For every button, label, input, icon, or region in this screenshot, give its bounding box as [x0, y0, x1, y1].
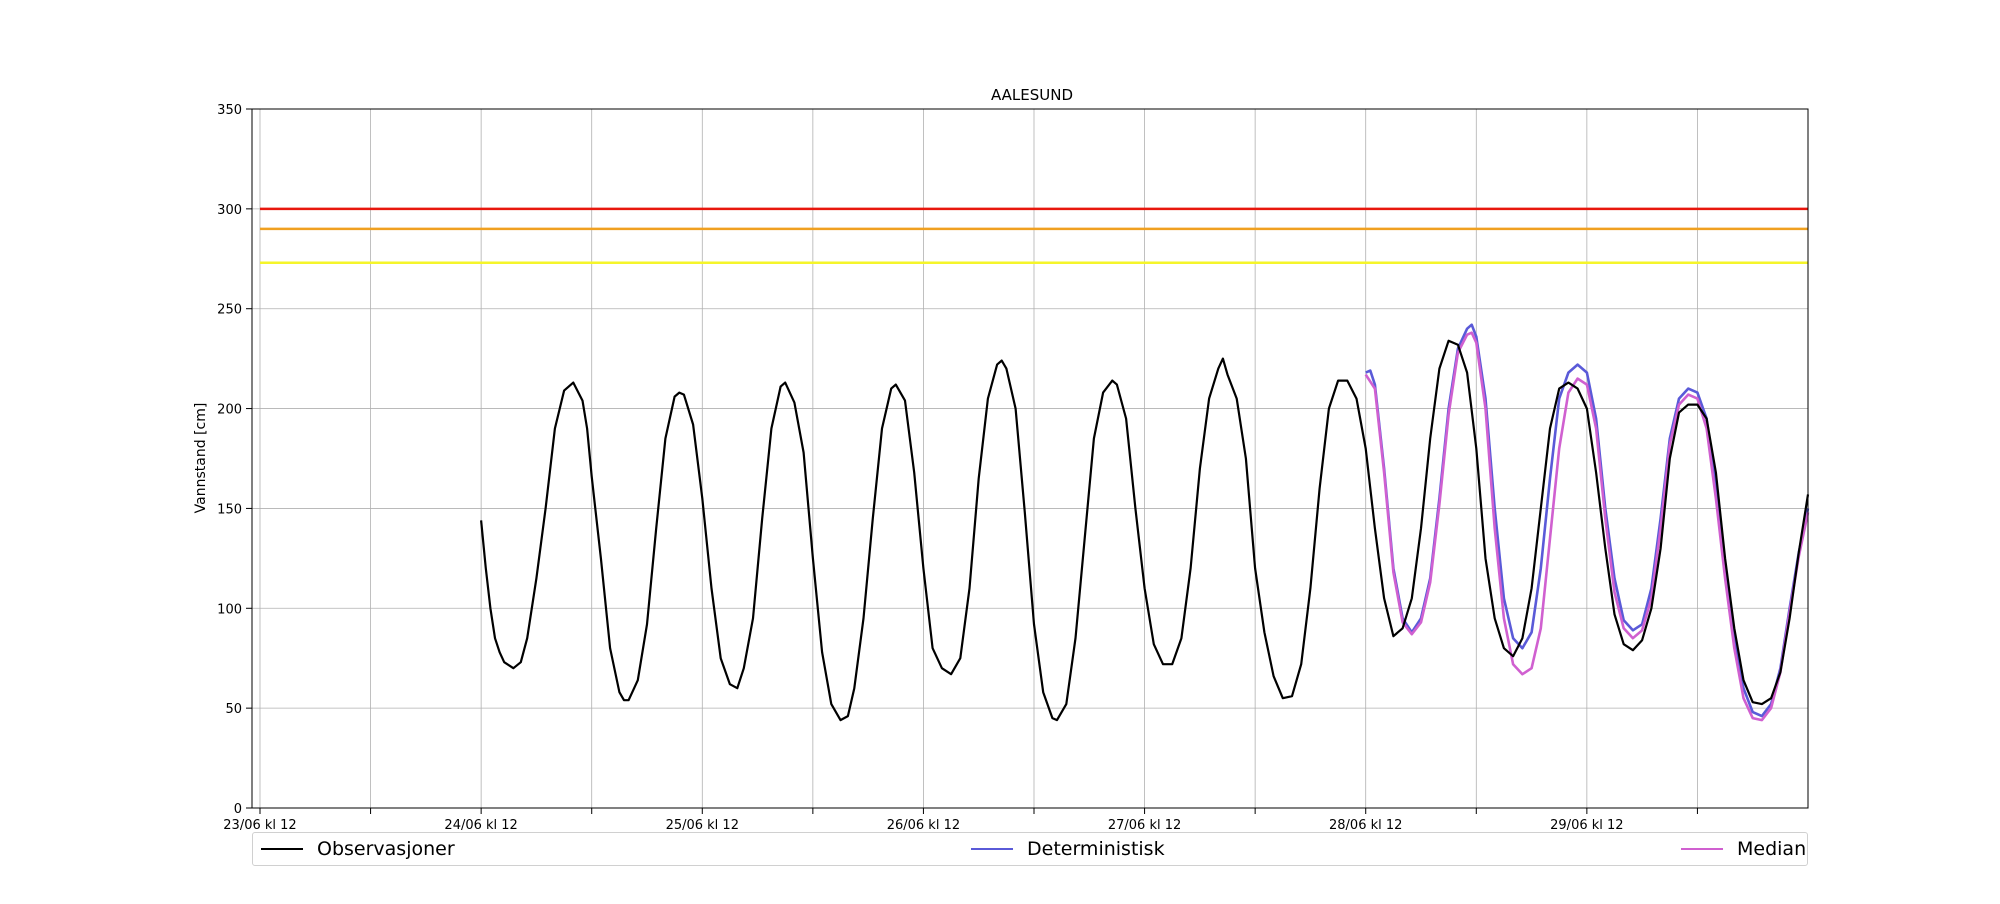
x-tick-label: 23/06 kl 12: [223, 818, 296, 833]
legend-label-observasjoner: Observasjoner: [317, 838, 455, 860]
series-line-median: [1364, 331, 1810, 722]
legend-item-observasjoner: Observasjoner: [261, 833, 455, 865]
y-tick-label: 0: [234, 802, 242, 817]
grid-layer: [252, 108, 1808, 809]
y-tick-label: 300: [217, 203, 242, 218]
y-tick-label: 100: [217, 602, 242, 617]
y-tick-label: 350: [217, 103, 242, 118]
legend-swatch-deterministisk: [971, 848, 1013, 850]
x-tick-label: 24/06 kl 12: [444, 818, 517, 833]
y-tick-label: 150: [217, 502, 242, 517]
y-tick-label: 50: [225, 702, 242, 717]
legend-label-deterministisk: Deterministisk: [1027, 838, 1165, 860]
threshold-lines: [260, 207, 1808, 265]
x-tick-label: 27/06 kl 12: [1108, 818, 1181, 833]
y-axis-label: Vannstand [cm]: [193, 403, 209, 514]
series-layer: [480, 323, 1810, 722]
legend-swatch-median: [1681, 848, 1723, 850]
series-line-observasjoner: [480, 339, 1810, 722]
legend-label-median: Median: [1737, 838, 1807, 860]
x-tick-label: 25/06 kl 12: [666, 818, 739, 833]
chart-title: AALESUND: [991, 86, 1073, 104]
x-tick-label: 28/06 kl 12: [1329, 818, 1402, 833]
x-tick-label: 29/06 kl 12: [1550, 818, 1623, 833]
legend-swatch-observasjoner: [261, 848, 303, 850]
legend: Observasjoner Deterministisk Median: [252, 832, 1808, 866]
legend-item-median: Median: [1681, 833, 1806, 865]
x-tick-label: 26/06 kl 12: [887, 818, 960, 833]
axis-layer: 0 50 100 150 200 250 300 350 23/06 kl 12 24/06 kl…: [217, 103, 1698, 833]
y-tick-label: 200: [217, 403, 242, 418]
plot-frame: [251, 108, 1809, 809]
legend-item-deterministisk: Deterministisk: [971, 833, 1165, 865]
y-tick-label: 250: [217, 303, 242, 318]
